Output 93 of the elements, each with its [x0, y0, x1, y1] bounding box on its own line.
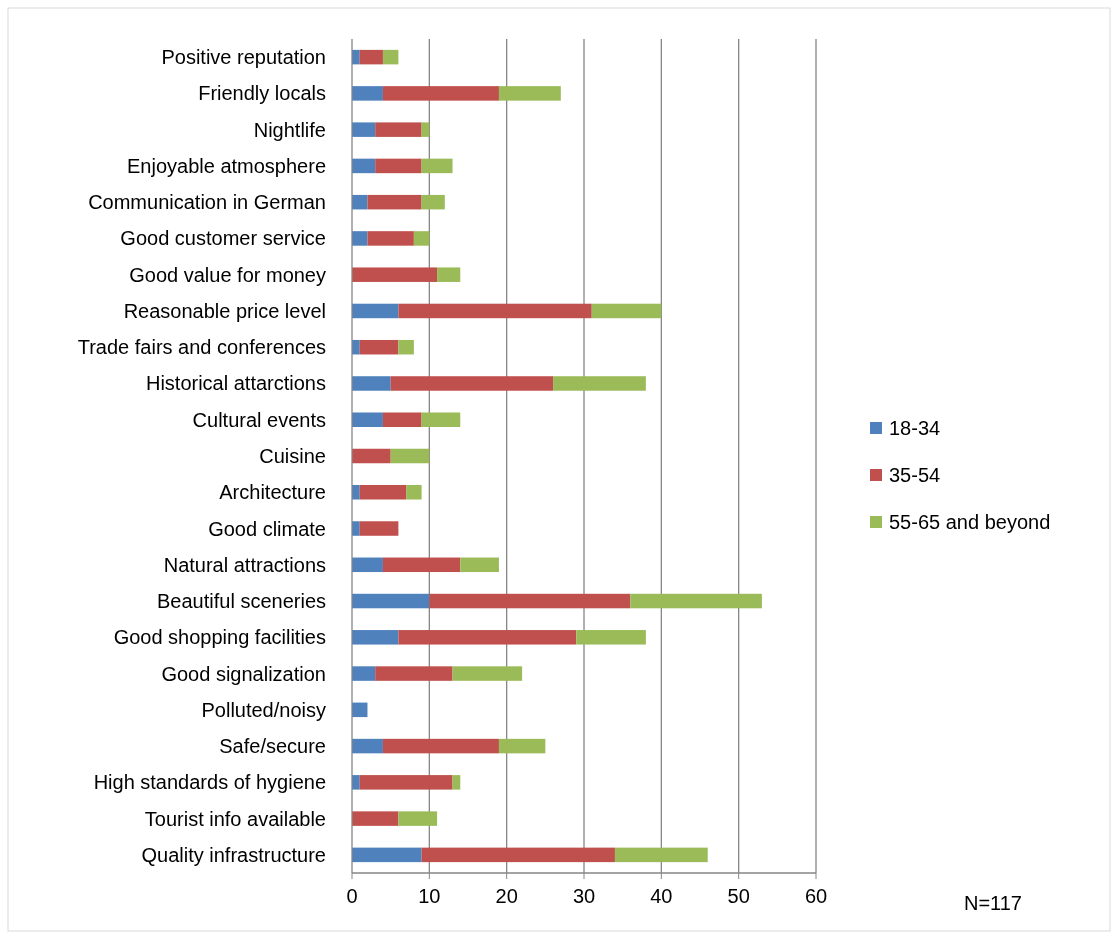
- y-tick-label: Good shopping facilities: [113, 626, 326, 649]
- bar: [352, 630, 399, 645]
- bar: [452, 666, 523, 681]
- y-tick-label: Enjoyable atmosphere: [126, 154, 326, 177]
- y-tick-label: Beautiful sceneries: [157, 590, 326, 613]
- legend-label: 55-65 and beyond: [889, 511, 1051, 533]
- legend-label: 18-34: [889, 417, 941, 439]
- bar: [359, 49, 383, 65]
- bar: [398, 303, 592, 319]
- bar: [352, 485, 360, 500]
- y-tick-label: Reasonable price level: [123, 299, 326, 322]
- bar: [352, 811, 399, 826]
- bar: [352, 775, 360, 790]
- bar: [367, 231, 414, 246]
- bar: [413, 231, 430, 246]
- y-tick-label: Good signalization: [161, 662, 326, 685]
- bar: [591, 303, 662, 319]
- y-tick-label: Communication in German: [88, 191, 326, 214]
- x-tick-label: 30: [572, 885, 596, 907]
- bar: [406, 485, 422, 500]
- x-tick-label: 60: [804, 885, 828, 907]
- bar: [421, 847, 615, 863]
- bar: [421, 122, 430, 137]
- x-tick-label: 0: [346, 885, 358, 907]
- bar: [352, 122, 376, 137]
- bar: [437, 267, 461, 282]
- x-tick-label: 50: [727, 885, 750, 907]
- y-tick-label: Cuisine: [259, 445, 326, 467]
- y-tick-label: Quality infrastructure: [141, 843, 326, 866]
- y-tick-label: Tourist info available: [144, 807, 326, 830]
- y-tick-label: Good value for money: [129, 263, 326, 286]
- bar: [421, 158, 453, 174]
- x-tick-label: 40: [650, 885, 673, 907]
- y-tick-label: High standards of hygiene: [93, 771, 326, 794]
- y-tick-label: Positive reputation: [161, 46, 326, 69]
- bar: [359, 339, 399, 355]
- bar: [352, 376, 391, 391]
- bar: [375, 666, 453, 681]
- y-tick-label: Architecture: [219, 481, 326, 504]
- bar: [359, 775, 453, 790]
- bar: [382, 738, 499, 754]
- text: N=117: [963, 892, 1023, 914]
- bar: [390, 448, 430, 464]
- bar: [352, 738, 383, 754]
- bar: [630, 593, 762, 609]
- bar: [498, 86, 561, 101]
- x-tick-label: 20: [495, 885, 518, 907]
- bar: [429, 593, 631, 609]
- bar: [382, 412, 422, 427]
- bar: [352, 847, 422, 863]
- y-tick-label: Safe/secure: [219, 735, 326, 758]
- bar: [460, 557, 499, 573]
- bar: [553, 376, 646, 391]
- bar: [352, 666, 376, 681]
- legend-label: 35-54: [889, 464, 941, 486]
- bar: [498, 738, 546, 754]
- y-tick-label: Good climate: [208, 517, 326, 540]
- bar: [352, 521, 360, 536]
- y-tick-label: Trade fairs and conferences: [77, 336, 326, 359]
- bar: [352, 448, 391, 464]
- bar: [352, 412, 383, 427]
- bar: [352, 231, 368, 246]
- bar: [352, 158, 376, 174]
- y-tick-label: Polluted/noisy: [201, 698, 326, 721]
- y-tick-label: Friendly locals: [198, 82, 326, 105]
- bar: [375, 122, 422, 137]
- bar: [576, 630, 646, 645]
- y-tick-label: Nightlife: [253, 118, 326, 141]
- bar: [352, 267, 438, 282]
- bar: [614, 847, 708, 863]
- bar: [352, 86, 383, 101]
- bar: [382, 49, 399, 65]
- bar: [352, 593, 430, 609]
- y-tick-label: Good customer service: [120, 227, 326, 250]
- bar: [352, 303, 399, 319]
- bar: [398, 811, 438, 826]
- bar: [421, 194, 445, 210]
- bar: [359, 521, 399, 536]
- bar: [352, 557, 383, 573]
- bar: [382, 86, 499, 101]
- bar: [359, 485, 407, 500]
- bar: [390, 376, 554, 391]
- bar: [398, 339, 414, 355]
- bar: [452, 775, 461, 790]
- bar: [367, 194, 422, 210]
- y-tick-label: Historical attarctions: [145, 372, 326, 395]
- bar: [421, 412, 461, 427]
- bar: [382, 557, 461, 573]
- x-tick-label: 10: [418, 885, 441, 907]
- y-tick-label: Cultural events: [192, 408, 326, 431]
- bar: [398, 630, 577, 645]
- y-tick-label: Natural attractions: [163, 553, 326, 576]
- bar: [375, 158, 422, 174]
